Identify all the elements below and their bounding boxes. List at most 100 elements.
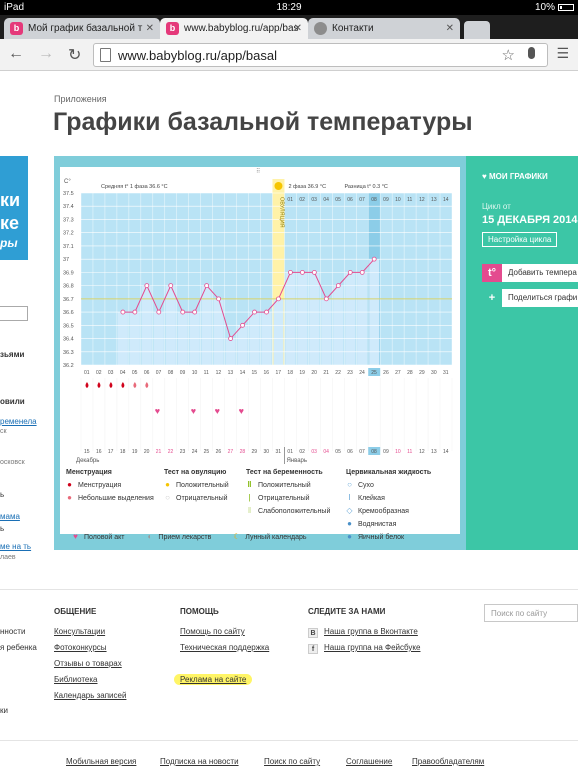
day-label: 23 xyxy=(347,370,353,376)
sidebar-link[interactable]: ме на ть xyxy=(0,542,32,551)
y-tick-label: 37.2 xyxy=(63,231,74,237)
day-label: 13 xyxy=(228,370,234,376)
calendar-date: 29 xyxy=(252,449,258,455)
day-label: 15 xyxy=(252,370,258,376)
add-temperature-button[interactable]: t° Добавить темпера xyxy=(482,264,578,282)
intercourse-heart-icon: ♥ xyxy=(239,406,244,416)
day-label: 22 xyxy=(335,370,341,376)
header-date: 06 xyxy=(347,197,353,203)
copyright-link[interactable]: Правообладателям xyxy=(412,757,485,766)
breadcrumb[interactable]: Приложения xyxy=(54,94,107,104)
unit-label: C° xyxy=(64,179,71,185)
button-label: Поделиться графи xyxy=(508,293,578,302)
footer-link-ads[interactable]: Реклама на сайте xyxy=(174,674,253,685)
microphone-icon[interactable] xyxy=(528,47,535,59)
globe-icon xyxy=(314,22,327,35)
share-chart-button[interactable]: + Поделиться графи xyxy=(482,289,578,307)
tab-title: Контакти xyxy=(332,23,374,34)
footer-link[interactable]: Техническая поддержка xyxy=(180,643,270,652)
temperature-point xyxy=(252,309,257,315)
bbt-chart: ⠿ C° 37.5 37.4 37.3 37.2 37.1 37 36.9 36.8 36.7 36.… xyxy=(60,167,460,534)
bookmark-star-icon[interactable]: ☆ xyxy=(501,47,515,64)
sidebar-banner[interactable]: ки ке ры xyxy=(0,156,28,260)
footer-fragment[interactable]: я ребенка xyxy=(0,643,37,652)
menstruation-drop-icon xyxy=(133,382,137,388)
footer-link[interactable]: Помощь по сайту xyxy=(180,627,245,636)
sun-icon: ● xyxy=(165,480,170,489)
day-label: 16 xyxy=(264,370,270,376)
day-label: 07 xyxy=(156,370,162,376)
day-label: 18 xyxy=(287,370,293,376)
header-date: 07 xyxy=(359,197,365,203)
url-text[interactable]: www.babyblog.ru/app/basal xyxy=(118,48,277,63)
site-search-input[interactable]: Поиск по сайту xyxy=(484,604,578,622)
temperature-point xyxy=(300,269,305,275)
sidebar-link[interactable]: мама xyxy=(0,512,20,521)
y-tick-label: 36.4 xyxy=(63,337,74,343)
forward-arrow-icon[interactable]: → xyxy=(38,45,54,62)
site-search-link[interactable]: Поиск по сайту xyxy=(264,757,321,766)
phase-header xyxy=(81,179,452,193)
cycle-settings-button[interactable]: Настройка цикла xyxy=(482,232,558,247)
footer-fragment[interactable]: нности xyxy=(0,627,26,636)
footer-fragment[interactable]: ки xyxy=(0,706,8,715)
calendar-date: 24 xyxy=(192,449,198,455)
babyblog-icon: b xyxy=(10,22,23,35)
tab-title: www.babyblog.ru/app/bas xyxy=(184,23,299,34)
egg-white-icon: ● xyxy=(347,532,352,541)
footer-link[interactable]: Библиотека xyxy=(54,675,98,684)
address-bar[interactable]: www.babyblog.ru/app/basal ☆ xyxy=(93,43,548,67)
day-label: 08 xyxy=(168,370,174,376)
tab-contacts[interactable]: Контакти ✕ xyxy=(308,18,460,39)
footer-link[interactable]: Консультации xyxy=(54,627,106,636)
menu-icon[interactable]: ☰ xyxy=(556,45,569,61)
close-tab-icon[interactable]: ✕ xyxy=(145,23,154,34)
newsletter-link[interactable]: Подписка на новости xyxy=(160,757,239,766)
header-date: 02 xyxy=(299,197,305,203)
sidebar-text: ск xyxy=(0,428,7,435)
intercourse-heart-icon: ♥ xyxy=(191,406,196,416)
calendar-date: 13 xyxy=(431,449,437,455)
calendar-date: 04 xyxy=(323,449,329,455)
mobile-version-link[interactable]: Мобильная версия xyxy=(66,757,137,766)
sidebar-link[interactable]: ременела xyxy=(0,417,37,426)
day-label: 14 xyxy=(240,370,246,376)
tab-basal-chart[interactable]: b Мой график базальной т ✕ xyxy=(4,18,160,39)
creamy-icon: ◇ xyxy=(346,506,353,515)
day-label: 31 xyxy=(443,370,449,376)
ovulation-band xyxy=(272,179,285,365)
temperature-bar xyxy=(357,272,368,365)
close-tab-icon[interactable]: ✕ xyxy=(445,23,454,34)
tab-current[interactable]: b www.babyblog.ru/app/bas ✕ xyxy=(160,18,308,39)
new-tab-button[interactable] xyxy=(464,21,490,39)
my-charts-header[interactable]: ♥ МОИ ГРАФИКИ xyxy=(482,172,548,181)
calendar-date: 01 xyxy=(287,449,293,455)
facebook-group-link[interactable]: f Наша группа на Фейсбуке xyxy=(308,643,420,654)
back-arrow-icon[interactable]: ← xyxy=(8,45,24,62)
footer-link[interactable]: Календарь записей xyxy=(54,691,127,700)
battery-icon xyxy=(558,4,574,11)
reload-icon[interactable]: ↻ xyxy=(68,47,82,64)
menstruation-drop-icon xyxy=(121,382,125,388)
day-label: 26 xyxy=(383,370,389,376)
day-label: 03 xyxy=(108,370,114,376)
calendar-date: 16 xyxy=(96,449,102,455)
temperature-point xyxy=(240,322,245,328)
agreement-link[interactable]: Соглашение xyxy=(346,757,393,766)
header-date: 09 xyxy=(383,197,389,203)
web-page: Приложения Графики базальной температуры… xyxy=(0,72,578,770)
y-tick-label: 36.3 xyxy=(63,350,74,356)
menstruation-drop-icon xyxy=(145,382,149,388)
calendar-date: 10 xyxy=(395,449,401,455)
y-tick-label: 37.1 xyxy=(63,244,74,250)
legend-label: Половой акт xyxy=(84,534,125,541)
footer-link[interactable]: Фотоконкурсы xyxy=(54,643,107,652)
footer-link[interactable]: Отзывы о товарах xyxy=(54,659,122,668)
banner-text: ки xyxy=(0,190,21,210)
sidebar-input[interactable] xyxy=(0,306,28,321)
header-date: 13 xyxy=(431,197,437,203)
temperature-point xyxy=(132,309,138,315)
calendar-date: 15 xyxy=(84,449,90,455)
vk-group-link[interactable]: В Наша группа в Вконтакте xyxy=(308,627,418,638)
close-tab-icon[interactable]: ✕ xyxy=(293,23,302,34)
